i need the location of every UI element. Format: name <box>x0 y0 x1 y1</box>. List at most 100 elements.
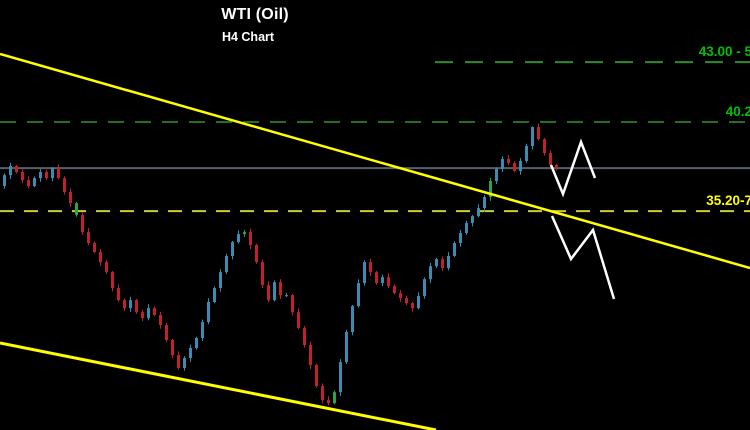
candle-body <box>153 308 156 315</box>
candle-body <box>87 232 90 244</box>
candle-body <box>105 262 108 273</box>
candle-body <box>63 178 66 192</box>
candle-body <box>537 127 540 140</box>
candle-body <box>201 322 204 338</box>
trendline-descending-resistance[interactable] <box>0 52 750 270</box>
candle-body <box>189 348 192 359</box>
candle-body <box>99 252 102 263</box>
candle-body <box>393 286 396 294</box>
candle-body <box>285 295 288 297</box>
projection-zigzag-upper[interactable] <box>549 138 597 198</box>
candle-body <box>111 272 114 289</box>
candle-body <box>309 345 312 366</box>
candle-body <box>531 127 534 146</box>
candle-body <box>519 161 522 172</box>
candle-body <box>159 314 162 326</box>
candle-body <box>303 327 306 346</box>
candle-body <box>57 168 60 179</box>
candle-body <box>357 283 360 307</box>
candle-body <box>555 165 558 169</box>
level-label-0: 43.00 - 5 <box>699 44 750 59</box>
level-label-2: 35.20-7 <box>706 193 750 208</box>
candle-body <box>255 245 258 263</box>
candle-body <box>15 166 18 172</box>
candle-body <box>249 232 252 246</box>
candle-body <box>399 293 402 299</box>
candle-body <box>381 277 384 284</box>
candle-body <box>453 243 456 256</box>
candle-body <box>165 325 168 341</box>
candle-body <box>513 163 516 172</box>
candle-body <box>93 243 96 253</box>
candle-body <box>225 255 228 273</box>
candle-body <box>327 400 330 404</box>
candle-body <box>429 266 432 280</box>
candle-body <box>213 288 216 303</box>
candle-body <box>321 386 324 401</box>
candle-body <box>417 296 420 309</box>
candle-body <box>183 358 186 369</box>
candle-body <box>549 153 552 166</box>
candle-body <box>315 365 318 387</box>
candle-body <box>27 180 30 187</box>
candle-body <box>501 158 504 169</box>
candle-body <box>9 166 12 176</box>
candle-body <box>81 215 84 233</box>
candle-body <box>123 300 126 309</box>
candle-body <box>171 340 174 356</box>
candle-body <box>273 282 276 301</box>
candle-body <box>51 168 54 179</box>
candle-body <box>447 255 450 269</box>
candle-body <box>489 181 492 198</box>
candle-body <box>297 312 300 328</box>
candle-body <box>333 392 336 404</box>
candle-body <box>471 216 474 223</box>
candle-body <box>345 332 348 363</box>
candle-body <box>369 262 372 273</box>
candle-body <box>279 282 282 296</box>
candle-body <box>441 259 444 269</box>
candle-body <box>267 285 270 301</box>
candle-body <box>195 337 198 349</box>
candle-body <box>117 288 120 301</box>
candle-body <box>477 208 480 217</box>
candle-body <box>525 145 528 162</box>
candle-body <box>261 262 264 286</box>
candle-body <box>483 197 486 209</box>
candle-body <box>351 306 354 333</box>
candle-body <box>45 171 48 179</box>
candle-body <box>141 312 144 319</box>
candle-body <box>231 242 234 256</box>
candle-body <box>177 355 180 369</box>
candle-body <box>411 303 414 309</box>
candle-body <box>543 139 546 154</box>
candle-body <box>405 298 408 304</box>
candle-body <box>387 277 390 287</box>
candle-body <box>363 262 366 284</box>
candle-body <box>135 300 138 313</box>
candle-body <box>237 234 240 243</box>
trendline-descending-support[interactable] <box>0 341 437 430</box>
candle-body <box>291 295 294 313</box>
projection-zigzag-lower[interactable] <box>550 215 616 300</box>
candle-body <box>375 272 378 284</box>
candle-body <box>69 191 72 204</box>
candle-body <box>339 362 342 393</box>
candle-body <box>435 259 438 267</box>
candle-body <box>243 232 246 235</box>
candle-body <box>207 302 210 323</box>
level-label-1: 40.2 <box>726 104 750 119</box>
candle-body <box>21 171 24 181</box>
candle-body <box>75 203 78 215</box>
candle-body <box>423 279 426 297</box>
candle-body <box>219 272 222 289</box>
candle-body <box>129 300 132 309</box>
candle-body <box>3 175 6 187</box>
candle-body <box>459 232 462 244</box>
candle-body <box>465 222 468 233</box>
candle-body <box>507 158 510 164</box>
candle-body <box>33 178 36 187</box>
candle-body <box>147 308 150 319</box>
